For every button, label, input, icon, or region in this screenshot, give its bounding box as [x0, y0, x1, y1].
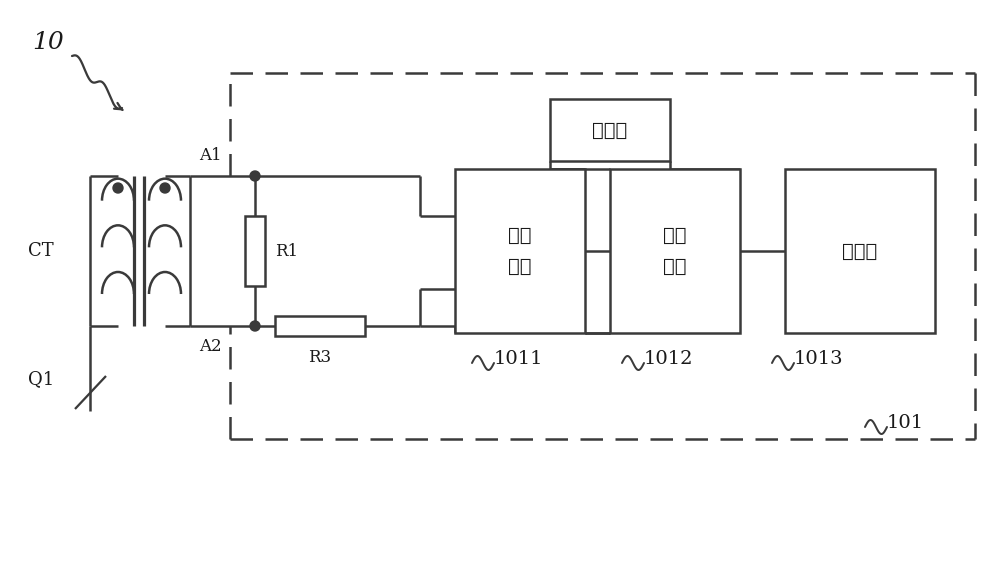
- Circle shape: [113, 183, 123, 193]
- Text: 触发
单元: 触发 单元: [663, 226, 687, 276]
- Bar: [455, 169, 585, 333]
- Text: 直流源: 直流源: [592, 121, 628, 140]
- Text: Q1: Q1: [28, 370, 54, 388]
- Bar: [245, 216, 265, 286]
- Bar: [275, 316, 365, 336]
- Bar: [550, 99, 670, 161]
- Text: 1012: 1012: [644, 350, 694, 368]
- Text: A1: A1: [199, 147, 221, 164]
- Text: 1013: 1013: [794, 350, 844, 368]
- Text: R1: R1: [275, 242, 298, 260]
- Text: A2: A2: [199, 338, 221, 355]
- Circle shape: [250, 321, 260, 331]
- Circle shape: [250, 171, 260, 181]
- Text: 101: 101: [887, 414, 924, 432]
- Text: 比较
单元: 比较 单元: [508, 226, 532, 276]
- Text: R3: R3: [308, 349, 332, 366]
- Text: CT: CT: [28, 242, 54, 260]
- Text: 10: 10: [32, 31, 64, 54]
- Bar: [610, 169, 740, 333]
- Text: 1011: 1011: [494, 350, 544, 368]
- Text: 控制器: 控制器: [842, 241, 878, 260]
- Circle shape: [160, 183, 170, 193]
- Bar: [785, 169, 935, 333]
